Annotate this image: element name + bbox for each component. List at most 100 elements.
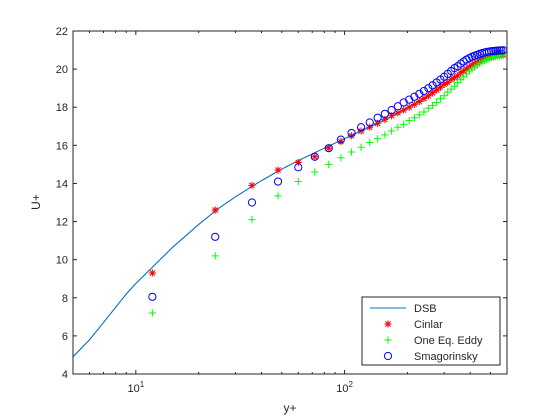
data-point-one-eq-eddy xyxy=(294,177,302,186)
data-point-one-eq-eddy-shape xyxy=(410,114,418,122)
data-point-one-eq-eddy xyxy=(366,138,374,147)
data-point-cinlar-shape xyxy=(465,63,473,71)
data-point-cinlar xyxy=(325,144,333,152)
data-point-one-eq-eddy-shape xyxy=(440,92,448,100)
data-point-cinlar-shape xyxy=(337,137,345,146)
data-point-smagorinsky-shape xyxy=(336,135,345,144)
data-point-one-eq-eddy xyxy=(347,148,356,156)
plot-frame xyxy=(72,30,508,375)
data-point-one-eq-eddy xyxy=(325,160,333,168)
data-point-one-eq-eddy-shape xyxy=(294,177,302,186)
data-point-cinlar xyxy=(462,65,471,73)
y-tick-label: 10 xyxy=(56,255,68,267)
data-point-one-eq-eddy-shape xyxy=(325,160,333,168)
x-axis-label: y+ xyxy=(283,401,296,415)
data-point-cinlar xyxy=(428,89,437,97)
data-point-smagorinsky xyxy=(393,102,402,111)
data-point-cinlar xyxy=(433,86,441,94)
data-point-cinlar xyxy=(444,78,452,87)
series-smagorinsky xyxy=(148,46,507,301)
data-point-cinlar xyxy=(465,63,473,71)
data-point-cinlar-shape xyxy=(462,65,471,73)
data-point-one-eq-eddy xyxy=(436,95,445,103)
data-point-one-eq-eddy-shape xyxy=(400,120,408,128)
data-point-smagorinsky-shape xyxy=(347,128,356,138)
data-point-cinlar-shape xyxy=(410,100,418,108)
data-point-cinlar-shape xyxy=(420,95,428,103)
data-point-smagorinsky xyxy=(365,118,374,127)
data-point-one-eq-eddy-shape xyxy=(374,135,382,143)
data-point-one-eq-eddy-shape xyxy=(337,154,345,162)
data-point-cinlar xyxy=(311,153,319,161)
data-point-cinlar xyxy=(148,269,156,277)
data-point-smagorinsky xyxy=(419,86,429,96)
data-point-smagorinsky-shape xyxy=(410,92,419,101)
legend-swatch-cinlar-shape xyxy=(384,320,392,328)
data-point-one-eq-eddy-shape xyxy=(499,51,507,59)
legend-label-smagorinsky: Smagorinsky xyxy=(414,351,478,363)
data-point-smagorinsky xyxy=(380,109,389,118)
data-point-one-eq-eddy xyxy=(337,154,345,162)
data-point-one-eq-eddy-shape xyxy=(381,131,389,139)
data-point-one-eq-eddy-shape xyxy=(428,101,437,109)
data-point-smagorinsky xyxy=(336,135,345,144)
data-point-cinlar xyxy=(424,92,432,100)
data-point-one-eq-eddy-shape xyxy=(394,123,402,131)
data-point-one-eq-eddy-shape xyxy=(248,216,256,224)
data-point-one-eq-eddy xyxy=(248,216,256,224)
y-tick-label: 22 xyxy=(56,26,68,38)
data-point-cinlar-shape xyxy=(347,132,356,140)
data-point-smagorinsky xyxy=(373,113,382,122)
data-point-smagorinsky xyxy=(273,177,283,186)
data-point-cinlar xyxy=(394,109,402,117)
y-tick-label: 6 xyxy=(62,331,68,343)
data-point-one-eq-eddy-shape xyxy=(311,168,319,176)
x-tick-label-exponent: 2 xyxy=(348,380,353,389)
data-point-one-eq-eddy-shape xyxy=(415,111,423,119)
data-point-cinlar-shape xyxy=(381,116,389,124)
data-point-cinlar xyxy=(436,83,445,91)
data-point-cinlar xyxy=(420,95,428,103)
data-point-smagorinsky-shape xyxy=(365,118,374,127)
data-point-cinlar-shape xyxy=(436,83,445,91)
data-point-smagorinsky-shape xyxy=(424,84,433,93)
data-point-one-eq-eddy xyxy=(405,116,413,125)
data-point-cinlar-shape xyxy=(415,97,423,106)
legend-label-dsb: DSB xyxy=(414,303,437,315)
y-tick-label: 20 xyxy=(56,64,68,76)
data-point-smagorinsky-shape xyxy=(310,152,319,161)
data-point-smagorinsky xyxy=(247,198,257,207)
data-point-cinlar-shape xyxy=(454,72,462,80)
data-point-smagorinsky-shape xyxy=(356,123,366,132)
legend-swatch-one-eq-eddy-shape xyxy=(384,336,392,344)
data-point-smagorinsky-shape xyxy=(380,109,389,118)
data-point-one-eq-eddy xyxy=(428,101,437,109)
data-point-cinlar xyxy=(374,119,382,128)
data-point-cinlar-shape xyxy=(460,67,468,75)
data-point-cinlar-shape xyxy=(311,153,319,161)
data-point-one-eq-eddy-shape xyxy=(420,108,428,116)
data-point-cinlar xyxy=(410,100,418,108)
data-point-smagorinsky-shape xyxy=(387,105,396,115)
data-point-cinlar xyxy=(405,103,413,111)
y-tick-label: 18 xyxy=(56,102,68,114)
data-point-cinlar xyxy=(457,69,465,77)
data-point-cinlar xyxy=(447,75,455,84)
data-point-cinlar xyxy=(294,158,302,167)
data-point-one-eq-eddy-shape xyxy=(450,82,459,90)
data-point-one-eq-eddy-shape xyxy=(424,104,432,112)
legend-item-one-eq-eddy: One Eq. Eddy xyxy=(384,335,483,347)
data-point-one-eq-eddy xyxy=(374,135,382,143)
data-point-one-eq-eddy xyxy=(433,98,441,107)
data-point-cinlar xyxy=(366,123,374,131)
data-point-one-eq-eddy xyxy=(440,92,448,100)
data-point-cinlar xyxy=(388,112,396,120)
data-point-one-eq-eddy-shape xyxy=(405,116,413,125)
legend-swatch-smagorinsky xyxy=(383,351,393,361)
data-point-smagorinsky xyxy=(387,105,396,115)
data-point-cinlar-shape xyxy=(468,61,476,69)
y-tick-label: 16 xyxy=(56,140,68,152)
data-point-cinlar-shape xyxy=(440,80,448,88)
